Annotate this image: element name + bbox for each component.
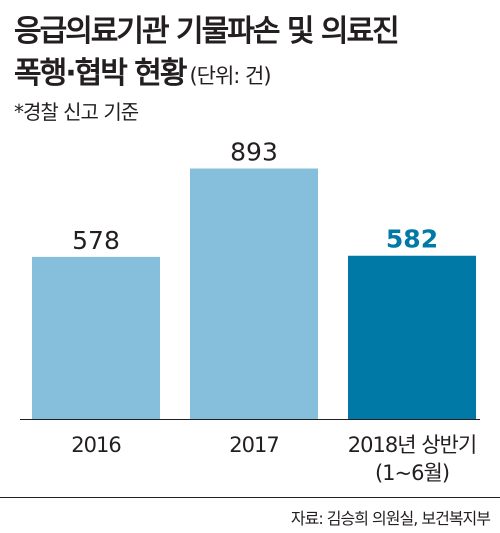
- source-note: 자료: 김승희 의원실, 보건복지부: [290, 509, 491, 528]
- value-label-2: 582: [386, 225, 438, 254]
- chart-title-line-1: 응급의료기관 기물파손 및 의료진: [14, 14, 400, 49]
- category-label-1: 2017: [229, 433, 278, 457]
- category-label-2: 2018년 상반기 (1~6월): [348, 433, 476, 485]
- chart-note: *경찰 신고 기준: [14, 100, 139, 124]
- bar-2: [348, 255, 476, 419]
- bar-0: [32, 256, 160, 419]
- bar-chart: 578 2016 893 2017 582 2018년 상반기 (1~6월): [20, 138, 480, 485]
- chart-title-line-2-text: 폭행·협박 현황: [14, 56, 187, 91]
- chart-title-line-2: 폭행·협박 현황 (단위: 건): [14, 48, 272, 92]
- source-divider: [0, 497, 500, 498]
- value-label-0: 578: [72, 226, 120, 255]
- category-label-0: 2016: [71, 433, 121, 457]
- bar-1: [190, 168, 318, 419]
- value-label-1: 893: [230, 138, 278, 167]
- unit-label: (단위: 건): [189, 64, 271, 88]
